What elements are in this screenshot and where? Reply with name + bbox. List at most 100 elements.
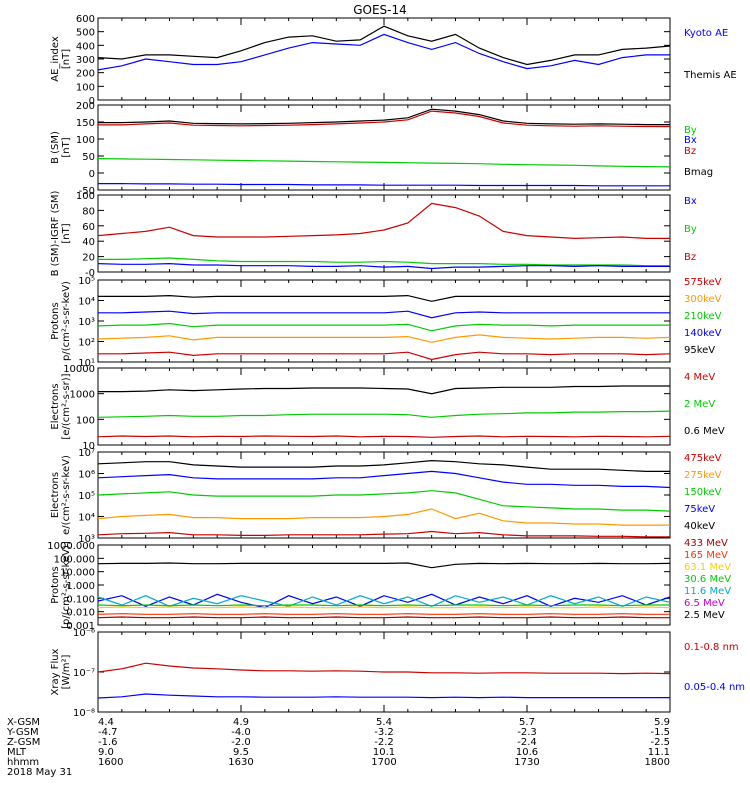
x-axis-value: -2.5 bbox=[650, 737, 670, 748]
y-axis-label: [W/m²] bbox=[61, 654, 72, 689]
y-tick-label: 100 bbox=[76, 82, 95, 93]
legend-entry: Bx bbox=[684, 196, 697, 207]
x-axis-row-label: Z-GSM bbox=[7, 737, 40, 748]
y-tick-label: 200 bbox=[76, 69, 95, 80]
legend-entry: By bbox=[684, 224, 697, 235]
series-line-2-5-mev bbox=[97, 562, 671, 569]
legend-entry: By bbox=[684, 125, 697, 136]
y-tick-label: 10⁵ bbox=[78, 276, 95, 287]
x-axis-value: 1800 bbox=[645, 757, 670, 768]
y-tick-label: 0.010 bbox=[66, 608, 95, 619]
legend-entry: 2.5 MeV bbox=[684, 610, 725, 621]
series-line-0-6-mev bbox=[98, 385, 670, 395]
series-line-0-05-0-4-nm bbox=[97, 693, 670, 699]
y-axis-label: Xray Flux bbox=[50, 648, 61, 695]
y-tick-label: 10¹ bbox=[78, 358, 95, 369]
legend-entry: Bz bbox=[684, 252, 696, 263]
x-axis-value: 11.1 bbox=[648, 747, 670, 758]
series-line-4-mev bbox=[97, 435, 671, 438]
x-axis-value: 9.5 bbox=[233, 747, 249, 758]
panel-xray: 10⁻⁸ 10⁻⁷ 10⁻⁶ Xray Flux [W/m²] 0.1-0.8 nm 0.0… bbox=[50, 628, 745, 719]
x-axis-value: 10.6 bbox=[516, 747, 538, 758]
series-line-themis-ae bbox=[97, 25, 671, 66]
x-axis-value: 1700 bbox=[371, 757, 396, 768]
series-line-165-mev bbox=[97, 613, 670, 615]
plot-title: GOES-14 bbox=[353, 3, 407, 17]
series-line-by bbox=[97, 158, 671, 168]
x-axis-value: -2.4 bbox=[517, 737, 537, 748]
y-tick-label: 10⁻⁸ bbox=[73, 708, 95, 719]
legend-entry: 30.6 MeV bbox=[684, 574, 731, 585]
y-axis-label: B (SM) bbox=[50, 131, 61, 164]
y-tick-label: 10⁶ bbox=[78, 470, 95, 481]
legend-entry: 475keV bbox=[684, 453, 722, 464]
y-tick-label: 100 bbox=[76, 191, 95, 202]
date-label: 2018 May 31 bbox=[7, 767, 72, 778]
series-line-11-6-mev bbox=[97, 595, 671, 607]
y-tick-label: 10⁻⁶ bbox=[73, 628, 95, 639]
x-axis-value: 9.0 bbox=[98, 747, 114, 758]
y-tick-label: 50 bbox=[82, 152, 95, 163]
series-line-bz bbox=[97, 202, 670, 240]
y-axis-label: [nT] bbox=[61, 223, 72, 243]
series-line-40kev bbox=[97, 459, 670, 472]
y-tick-label: 0.100 bbox=[66, 594, 95, 605]
legend-entry: 4 MeV bbox=[684, 372, 715, 383]
x-axis-row-label: MLT bbox=[7, 747, 27, 758]
series-line-bx bbox=[98, 183, 670, 187]
panel-electrons_kev: 10³ 10⁴ 10⁵ 10⁶ 10⁷ Electrons e/(cm²-s-sr-keV)… bbox=[50, 448, 722, 545]
y-tick-label: 10² bbox=[78, 338, 95, 349]
series-line-433-mev bbox=[97, 616, 670, 619]
x-axis-value: -2.2 bbox=[374, 737, 394, 748]
panel-protons_low: 10¹ 10² 10³ 10⁴ 10⁵ Protons p/(cm²-s-sr-keV) 57… bbox=[50, 276, 722, 369]
y-axis-label: Electrons bbox=[50, 472, 61, 518]
y-tick-label: 150 bbox=[76, 118, 95, 129]
y-tick-label: 60 bbox=[82, 222, 95, 233]
x-axis-value: -2.3 bbox=[517, 727, 537, 738]
series-line-2-mev bbox=[97, 410, 671, 418]
legend-entry: 275keV bbox=[684, 470, 722, 481]
y-tick-label: 200 bbox=[76, 101, 95, 112]
series-line-bz bbox=[98, 110, 670, 128]
y-tick-label: 10⁻⁷ bbox=[73, 668, 95, 679]
legend-entry: 6.5 MeV bbox=[684, 598, 725, 609]
x-axis-value: 5.9 bbox=[654, 717, 670, 728]
y-tick-label: 10³ bbox=[78, 534, 95, 545]
y-tick-label: 0 bbox=[89, 96, 95, 107]
series-line-95kev bbox=[98, 294, 670, 302]
series-line-575kev bbox=[98, 351, 671, 361]
legend-entry: 165 MeV bbox=[684, 550, 728, 561]
y-tick-label: 600 bbox=[76, 14, 95, 25]
panel-frame bbox=[97, 17, 671, 101]
y-tick-label: 500 bbox=[76, 28, 95, 39]
legend-entry: 210keV bbox=[684, 311, 722, 322]
panel-b_igrf: -0 20 40 60 80 100 B (SM)-IGRF (SM) [nT] Bx By Bz bbox=[50, 191, 697, 279]
series-line-210kev bbox=[97, 322, 670, 332]
y-axis-label: [nT] bbox=[61, 49, 72, 69]
x-axis-value: 10.1 bbox=[373, 747, 395, 758]
x-axis-value: -2.0 bbox=[231, 737, 251, 748]
series-line-75kev bbox=[97, 470, 671, 489]
y-tick-label: 80 bbox=[82, 206, 95, 217]
series-line-140kev bbox=[98, 310, 670, 319]
y-tick-label: -0 bbox=[85, 268, 95, 279]
legend-entry: 575keV bbox=[684, 277, 722, 288]
legend-entry: 140keV bbox=[684, 328, 722, 339]
series-line-bmag bbox=[98, 108, 670, 126]
y-tick-label: 10.000 bbox=[60, 568, 95, 579]
series-line-63-1-mev bbox=[97, 606, 671, 609]
legend-entry: 95keV bbox=[684, 345, 715, 356]
series-line-0-1-0-8-nm bbox=[97, 662, 671, 675]
panel-protons_mev: 0.001 0.010 0.100 1.000 10.000 100.000 1000.00… bbox=[47, 538, 731, 632]
legend-entry: 0.1-0.8 nm bbox=[684, 642, 739, 653]
y-axis-label: p/(cm²-s-sr-keV) bbox=[61, 281, 72, 361]
x-axis-value: -1.5 bbox=[650, 727, 670, 738]
y-axis-label: B (SM)-IGRF (SM) bbox=[50, 191, 61, 277]
legend-entry: 75keV bbox=[684, 504, 715, 515]
legend-entry: 0.6 MeV bbox=[684, 426, 725, 437]
y-tick-label: -50 bbox=[79, 186, 95, 197]
y-axis-label: [p/(cm²-s-sr-keV)] bbox=[61, 541, 72, 629]
